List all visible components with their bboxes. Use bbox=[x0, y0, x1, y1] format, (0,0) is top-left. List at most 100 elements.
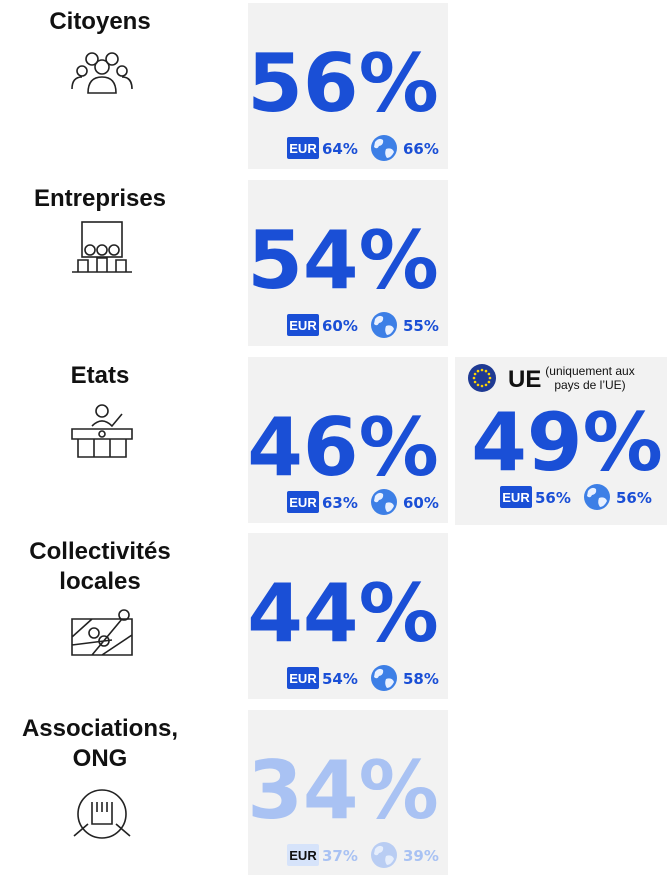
main-value: 46% bbox=[247, 401, 438, 494]
globe-land bbox=[374, 315, 394, 335]
ue-value: 49% bbox=[471, 396, 662, 489]
eur-badge bbox=[287, 314, 319, 336]
icon-part bbox=[108, 244, 120, 256]
icon-part bbox=[98, 635, 110, 647]
icon-part bbox=[71, 76, 133, 94]
eur-badge bbox=[287, 491, 319, 513]
globe-land bbox=[374, 492, 394, 512]
globe-icon bbox=[371, 842, 397, 868]
icon-part bbox=[84, 244, 96, 256]
row-label: Citoyens bbox=[49, 8, 150, 35]
globe bbox=[584, 484, 610, 510]
globe bbox=[371, 665, 397, 691]
row-label: ONG bbox=[73, 745, 128, 772]
globe-icon bbox=[371, 135, 397, 161]
icon-part bbox=[88, 627, 100, 639]
eur-badge-text: EUR bbox=[502, 490, 530, 505]
ue-title: UE bbox=[508, 366, 541, 393]
icon-part bbox=[85, 52, 99, 66]
globe-icon bbox=[371, 489, 397, 515]
eur-value: 56% bbox=[535, 489, 571, 507]
eur-value: 60% bbox=[322, 317, 358, 335]
category-icon bbox=[71, 609, 133, 656]
world-value: 58% bbox=[403, 670, 439, 688]
eur-badge-text: EUR bbox=[289, 848, 317, 863]
icon-part bbox=[105, 52, 119, 66]
eur-badge bbox=[287, 137, 319, 159]
icon-part bbox=[71, 413, 133, 458]
category-icon bbox=[71, 52, 133, 94]
row-label: Collectivités bbox=[29, 538, 170, 565]
eu-star bbox=[484, 369, 488, 373]
world-value: 60% bbox=[403, 494, 439, 512]
eur-badge-text: EUR bbox=[289, 671, 317, 686]
row-label: Associations, bbox=[22, 715, 178, 742]
globe-land bbox=[374, 845, 394, 865]
eu-star bbox=[472, 376, 476, 380]
value-box bbox=[248, 357, 448, 523]
eu-star bbox=[488, 376, 492, 380]
globe-icon bbox=[371, 312, 397, 338]
eur-value: 64% bbox=[322, 140, 358, 158]
row-label: Entreprises bbox=[34, 185, 166, 212]
value-box bbox=[248, 710, 448, 875]
eu-flag bbox=[468, 364, 496, 392]
eur-badge-text: EUR bbox=[289, 141, 317, 156]
globe bbox=[371, 489, 397, 515]
eur-badge bbox=[287, 667, 319, 689]
eur-badge-text: EUR bbox=[289, 318, 317, 333]
icon-part bbox=[77, 789, 127, 839]
main-value: 56% bbox=[247, 37, 438, 130]
eur-value: 54% bbox=[322, 670, 358, 688]
eur-badge bbox=[287, 844, 319, 866]
icon-part bbox=[95, 404, 109, 418]
main-value: 44% bbox=[247, 567, 438, 660]
row-label: locales bbox=[59, 568, 140, 595]
icon-part bbox=[96, 244, 108, 256]
world-value: 39% bbox=[403, 847, 439, 865]
main-value: 54% bbox=[247, 214, 438, 307]
value-box bbox=[248, 3, 448, 169]
eur-badge-text: EUR bbox=[289, 495, 317, 510]
eur-badge bbox=[500, 486, 532, 508]
globe bbox=[371, 312, 397, 338]
eu-star bbox=[473, 380, 477, 384]
globe-icon bbox=[371, 665, 397, 691]
category-icon bbox=[71, 404, 133, 458]
eu-star bbox=[487, 380, 491, 384]
ue-note: (uniquement aux bbox=[545, 364, 634, 378]
row-label: Etats bbox=[71, 362, 130, 389]
eur-value: 63% bbox=[322, 494, 358, 512]
world-value: 56% bbox=[616, 489, 652, 507]
category-icon bbox=[72, 221, 132, 273]
eu-star bbox=[476, 383, 480, 387]
eu-star bbox=[480, 368, 484, 372]
eu-star bbox=[480, 384, 484, 388]
eu-star bbox=[487, 372, 491, 376]
icon-part bbox=[81, 221, 123, 258]
icon-part bbox=[73, 802, 131, 837]
icon-part bbox=[76, 65, 88, 77]
icon-part bbox=[116, 65, 128, 77]
eu-star bbox=[476, 369, 480, 373]
eu-star bbox=[473, 372, 477, 376]
globe-land bbox=[374, 138, 394, 158]
main-value: 34% bbox=[247, 744, 438, 837]
ue-note: pays de l’UE) bbox=[554, 378, 625, 392]
globe bbox=[371, 135, 397, 161]
world-value: 55% bbox=[403, 317, 439, 335]
eur-value: 37% bbox=[322, 847, 358, 865]
icon-part bbox=[118, 609, 130, 621]
value-box bbox=[248, 533, 448, 699]
value-box bbox=[248, 180, 448, 346]
icon-part bbox=[72, 257, 132, 273]
globe bbox=[371, 842, 397, 868]
eu-star bbox=[484, 383, 488, 387]
category-icon bbox=[73, 789, 131, 839]
world-value: 66% bbox=[403, 140, 439, 158]
globe-land bbox=[374, 668, 394, 688]
globe-icon bbox=[584, 484, 610, 510]
icon-part bbox=[98, 430, 106, 438]
globe-land bbox=[587, 487, 607, 507]
